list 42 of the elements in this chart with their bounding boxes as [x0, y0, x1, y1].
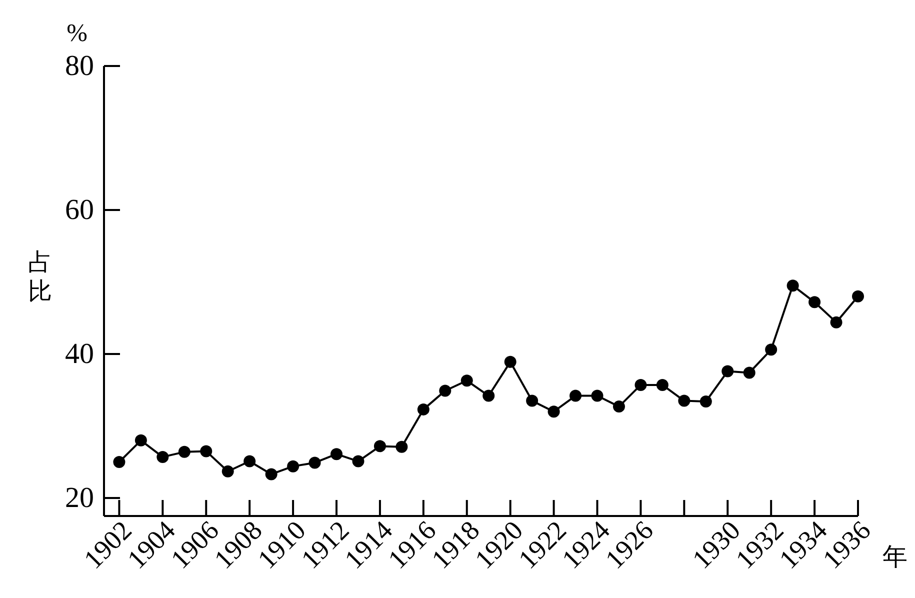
point — [287, 460, 300, 472]
point — [548, 406, 560, 418]
point — [743, 366, 756, 379]
point — [786, 280, 799, 292]
point — [374, 440, 386, 452]
point — [591, 390, 604, 402]
point — [330, 448, 342, 460]
y-tick-label: 20 — [65, 482, 94, 514]
y-axis-title: 占比 — [28, 250, 52, 305]
point — [460, 374, 473, 387]
point — [634, 378, 647, 391]
point — [134, 434, 147, 446]
point — [852, 290, 864, 302]
point — [244, 455, 256, 468]
point — [482, 390, 495, 402]
point — [700, 396, 712, 408]
point — [265, 468, 278, 480]
point — [612, 400, 625, 413]
point — [439, 384, 452, 397]
x-axis-title: 年 — [882, 544, 908, 570]
y-tick-label: 40 — [65, 338, 94, 370]
text: % — [66, 20, 88, 46]
point — [656, 378, 668, 391]
point — [722, 365, 734, 378]
point — [178, 446, 190, 458]
point — [808, 296, 821, 308]
point — [200, 445, 212, 458]
point — [765, 344, 778, 356]
point — [222, 465, 234, 478]
point — [113, 456, 126, 468]
point — [678, 394, 690, 407]
point — [830, 316, 842, 328]
point — [396, 440, 408, 453]
point — [504, 356, 516, 368]
point — [526, 394, 538, 407]
y-tick-label: 80 — [65, 50, 94, 82]
point — [570, 390, 582, 402]
point — [156, 450, 169, 463]
y-tick-label: 60 — [65, 194, 94, 226]
point — [417, 403, 430, 416]
point — [308, 456, 321, 469]
point — [352, 455, 364, 468]
